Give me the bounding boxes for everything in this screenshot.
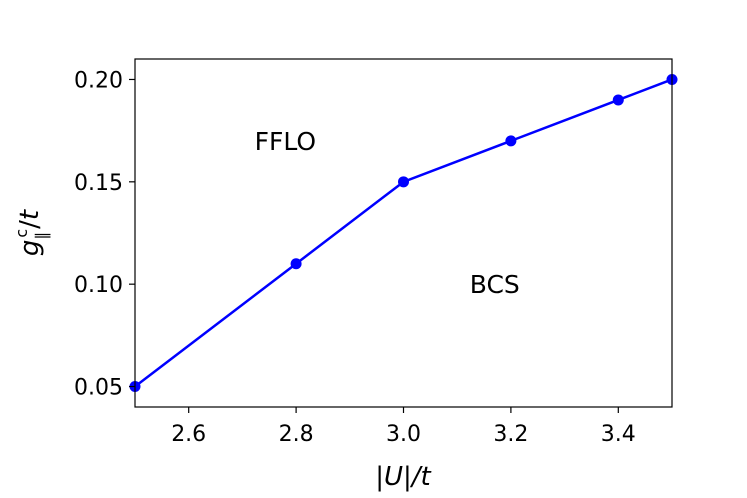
plot-marks: [129, 73, 678, 393]
region-annotations: FFLO BCS: [255, 127, 520, 299]
x-tick-label: 3.4: [601, 422, 636, 447]
y-tick-label: 0.15: [74, 171, 123, 196]
y-axis-ticks: 0.05 0.10 0.15 0.20: [74, 68, 135, 401]
x-tick-label: 2.6: [171, 422, 206, 447]
x-tick-label: 3.0: [386, 422, 421, 447]
series-line: [134, 78, 673, 388]
region-label-bcs: BCS: [470, 270, 520, 299]
data-point: [505, 135, 517, 147]
region-label-fflo: FFLO: [255, 127, 316, 156]
data-point: [612, 94, 624, 106]
x-tick-label: 3.2: [493, 422, 528, 447]
svg-text:g∥c/t: g∥c/t: [12, 209, 51, 256]
x-tick-label: 2.8: [279, 422, 314, 447]
y-tick-label: 0.10: [74, 273, 123, 298]
y-axis-label: g∥c/t: [12, 209, 51, 256]
data-point: [398, 176, 409, 188]
y-tick-label: 0.20: [74, 68, 123, 93]
x-axis-label: |U|/t: [375, 462, 431, 492]
x-axis-ticks: 2.6 2.8 3.0 3.2 3.4: [171, 407, 636, 447]
data-point: [290, 258, 302, 270]
y-tick-label: 0.05: [74, 376, 123, 401]
